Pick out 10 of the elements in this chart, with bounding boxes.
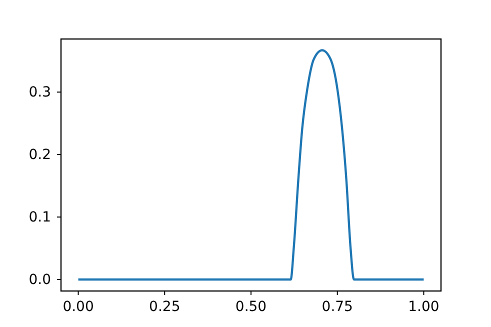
x-tick-label: 0.50 bbox=[235, 298, 267, 315]
line-series bbox=[77, 49, 425, 281]
y-tick-label: 0.2 bbox=[28, 147, 51, 164]
x-tick-label: 0.00 bbox=[62, 298, 94, 315]
x-tick-label: 0.75 bbox=[322, 298, 353, 315]
y-tick-label: 0.3 bbox=[28, 84, 51, 101]
y-tick-label: 0.0 bbox=[28, 272, 51, 288]
x-tick-label: 1.00 bbox=[408, 298, 440, 315]
x-tick-label: 0.25 bbox=[149, 298, 180, 315]
y-tick-label: 0.1 bbox=[28, 210, 51, 226]
